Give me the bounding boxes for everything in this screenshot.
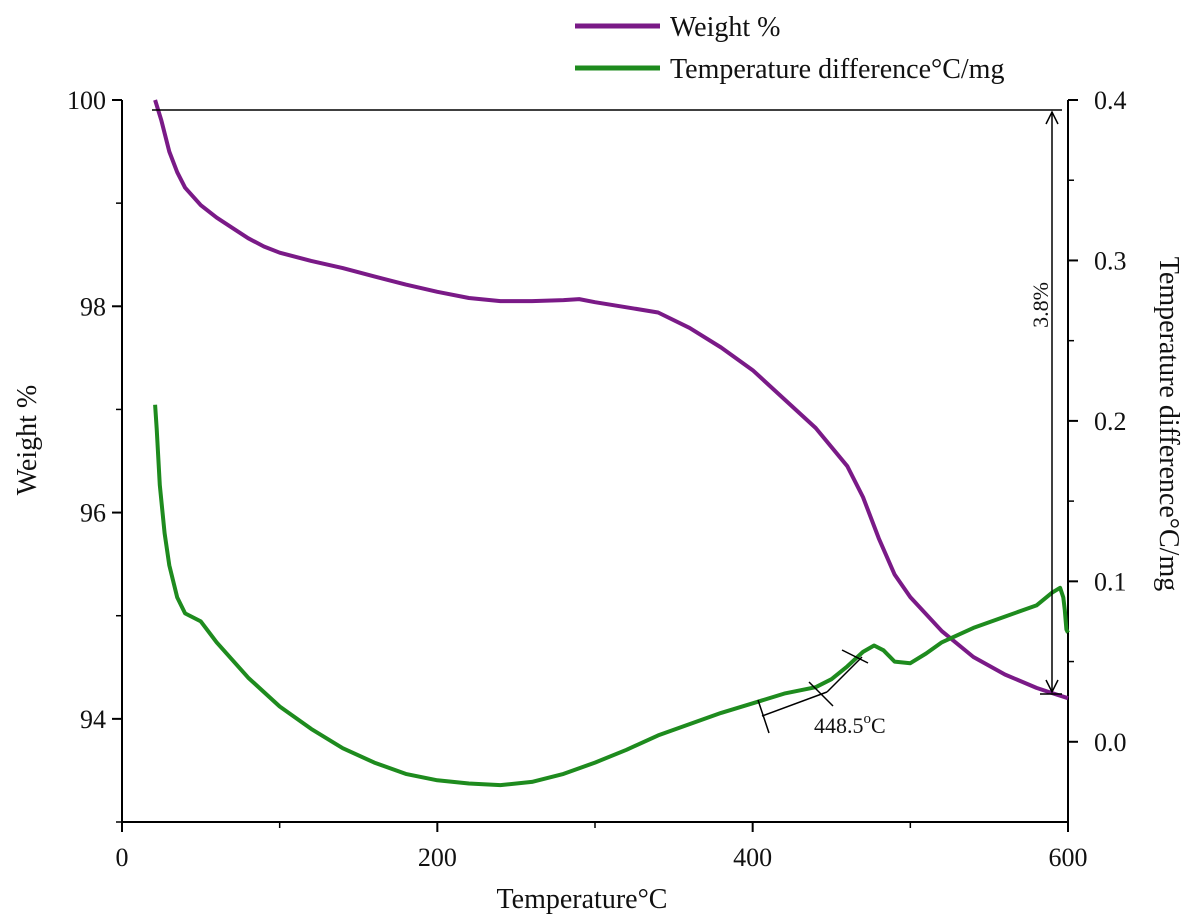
x-tick-label: 200	[418, 843, 457, 872]
y-axis-left-ticks: 94 96 98 100	[67, 86, 122, 823]
legend-label-weight: Weight %	[670, 12, 781, 43]
x-axis-title: Temperature°C	[497, 884, 668, 915]
x-tick-label: 0	[116, 843, 129, 872]
x-axis-ticks: 0 200 400 600	[116, 822, 1088, 872]
y-axis-right-ticks: 0.0 0.1 0.2 0.3 0.4	[1068, 86, 1127, 757]
annotation-weight-loss: 3.8%	[152, 109, 1062, 695]
onset-label: 448.5oC	[814, 711, 886, 738]
y-axis-right-title: Temperature difference°C/mg	[1153, 257, 1184, 591]
weight-loss-arrowhead-top	[1045, 110, 1059, 125]
y-axis-left-title: Weight %	[12, 385, 43, 496]
series-line-temp-diff	[153, 404, 1070, 788]
onset-tick-1	[757, 699, 770, 734]
weight-loss-label: 3.8%	[1028, 282, 1053, 328]
y-left-tick-label: 94	[80, 705, 106, 734]
x-tick-label: 600	[1049, 843, 1088, 872]
axes	[121, 100, 1069, 823]
legend-label-temp-diff: Temperature difference°C/mg	[670, 54, 1004, 85]
x-tick-label: 400	[733, 843, 772, 872]
legend: Weight % Temperature difference°C/mg	[575, 12, 1004, 85]
onset-tangent-1	[761, 691, 828, 717]
onset-tangent-2	[826, 656, 863, 693]
weight-loss-arrowhead-bottom	[1045, 679, 1059, 694]
y-right-tick-label: 0.0	[1094, 728, 1127, 757]
y-left-tick-label: 100	[67, 86, 106, 115]
onset-tick-3	[841, 649, 869, 664]
y-left-tick-label: 96	[80, 499, 106, 528]
onset-tick-2	[808, 681, 834, 707]
series-line-weight	[153, 99, 1069, 701]
y-left-tick-label: 98	[80, 292, 106, 321]
y-right-tick-label: 0.3	[1094, 246, 1127, 275]
y-right-tick-label: 0.2	[1094, 407, 1127, 436]
y-right-tick-label: 0.4	[1094, 86, 1127, 115]
annotation-onset: 448.5oC	[757, 649, 886, 738]
y-right-tick-label: 0.1	[1094, 567, 1127, 596]
